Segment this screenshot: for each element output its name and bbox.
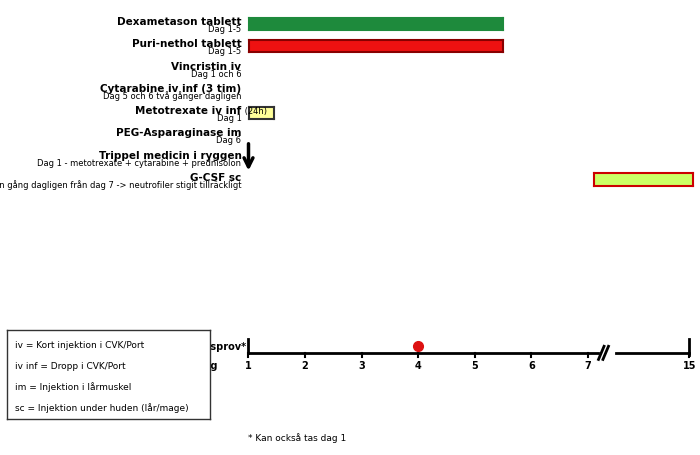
Text: Dag 1 - metotrexate + cytarabine + prednisolon: Dag 1 - metotrexate + cytarabine + predn… <box>38 158 242 167</box>
Text: 7: 7 <box>584 360 592 370</box>
Text: 5: 5 <box>472 360 478 370</box>
Text: 15: 15 <box>682 360 696 370</box>
Text: Puri-nethol tablett: Puri-nethol tablett <box>132 39 241 49</box>
Text: G-CSF sc: G-CSF sc <box>190 172 241 182</box>
Text: Vincristin iv: Vincristin iv <box>172 61 242 71</box>
Text: Cytarabine iv inf (3 tim): Cytarabine iv inf (3 tim) <box>100 84 241 94</box>
Text: 6: 6 <box>528 360 535 370</box>
Text: (24h): (24h) <box>242 106 267 115</box>
Text: * Kan också tas dag 1: * Kan också tas dag 1 <box>248 432 346 442</box>
Text: 2: 2 <box>302 360 309 370</box>
Text: Dag 1: Dag 1 <box>216 114 242 123</box>
Text: Dag 1-5: Dag 1-5 <box>209 25 242 34</box>
Text: Dag 6: Dag 6 <box>216 136 242 145</box>
Text: Trippel medicin i ryggen: Trippel medicin i ryggen <box>99 150 241 160</box>
Text: Benmärgsprov*: Benmärgsprov* <box>161 342 246 352</box>
Text: 4: 4 <box>415 360 421 370</box>
Text: Dag: Dag <box>196 360 218 370</box>
Text: Dag 1 och 6: Dag 1 och 6 <box>191 70 242 78</box>
Text: sc = Injektion under huden (lår/mage): sc = Injektion under huden (lår/mage) <box>15 402 189 412</box>
Text: Dag 5 och 6 två gånger dagligen: Dag 5 och 6 två gånger dagligen <box>103 91 242 101</box>
Text: im = Injektion i lårmuskel: im = Injektion i lårmuskel <box>15 381 132 391</box>
Text: En gång dagligen från dag 7 -> neutrofiler stigit tillräckligt: En gång dagligen från dag 7 -> neutrofil… <box>0 180 241 190</box>
Text: 1: 1 <box>245 360 252 370</box>
Text: Dag 1-5: Dag 1-5 <box>209 47 242 56</box>
Text: Metotrexate iv inf: Metotrexate iv inf <box>135 106 241 116</box>
Text: iv inf = Dropp i CVK/Port: iv inf = Dropp i CVK/Port <box>15 361 126 370</box>
Text: 3: 3 <box>358 360 365 370</box>
Text: PEG-Asparaginase im: PEG-Asparaginase im <box>116 128 241 138</box>
Text: Dexametason tablett: Dexametason tablett <box>117 17 242 27</box>
Text: iv = Kort injektion i CVK/Port: iv = Kort injektion i CVK/Port <box>15 340 144 349</box>
